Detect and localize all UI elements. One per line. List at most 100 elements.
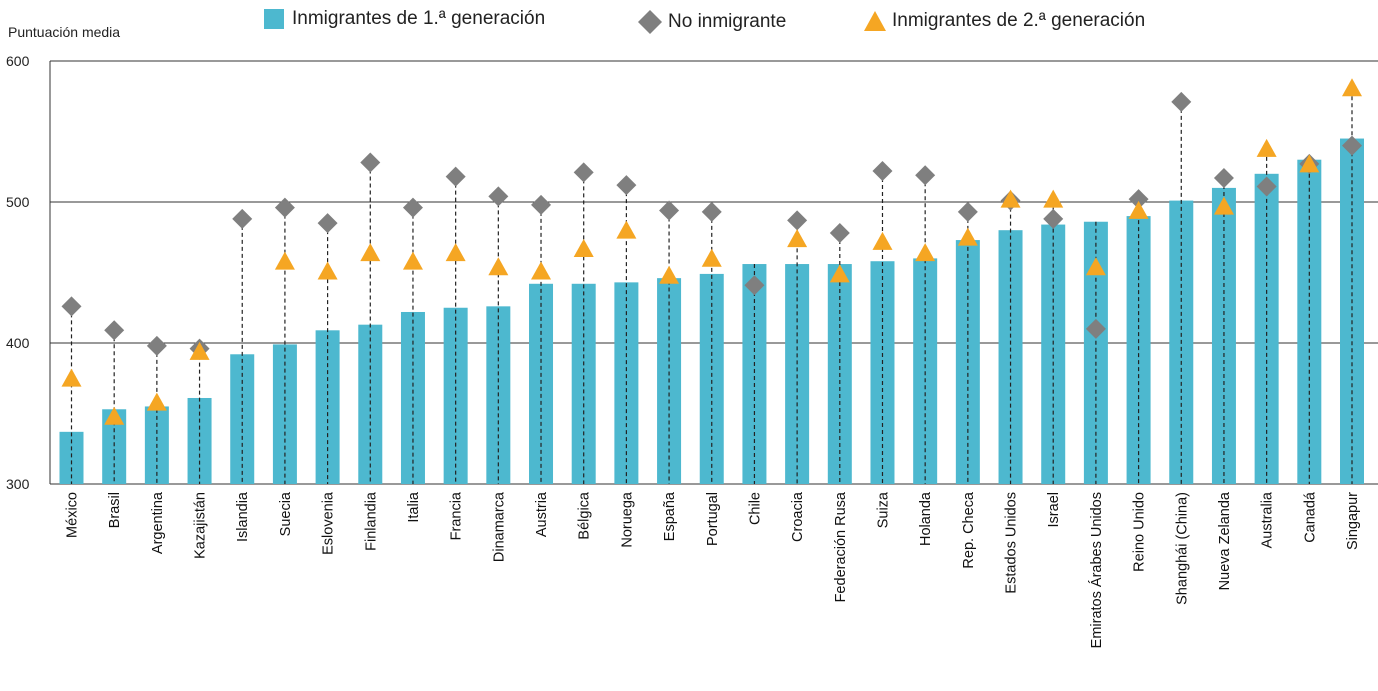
- diamond-point: [915, 165, 936, 186]
- triangle-point: [488, 257, 509, 276]
- diamond-point: [61, 296, 82, 317]
- triangle-point: [1128, 200, 1149, 219]
- legend-label-first-gen: Inmigrantes de 1.ª generación: [292, 8, 546, 29]
- x-tick-label: Argentina: [150, 491, 166, 554]
- triangle-point: [829, 264, 850, 283]
- diamond-point: [146, 335, 167, 356]
- diamond-point: [744, 275, 765, 296]
- x-tick-label: España: [662, 491, 678, 541]
- x-tick-label: Chile: [747, 492, 763, 525]
- y-tick-label: 300: [6, 476, 30, 492]
- diamond-point: [232, 208, 253, 229]
- diamond-point: [1043, 208, 1064, 229]
- triangle-point: [1213, 196, 1234, 215]
- triangle-point: [531, 261, 552, 280]
- legend-item-non-immigrant: No inmigrante: [636, 8, 786, 36]
- legend-item-first-gen: Inmigrantes de 1.ª generación: [264, 8, 545, 30]
- triangle-point: [360, 243, 381, 262]
- triangle-point: [1256, 138, 1277, 157]
- x-tick-label: Islandia: [235, 491, 251, 542]
- diamond-point: [1085, 318, 1106, 339]
- x-tick-label: Nueva Zelanda: [1217, 491, 1233, 590]
- x-tick-label: Israel: [1046, 492, 1062, 527]
- diamond-point: [488, 186, 509, 207]
- triangle-point: [1342, 78, 1362, 97]
- y-tick-label: 600: [6, 53, 30, 69]
- triangle-point: [1043, 189, 1064, 208]
- triangle-point: [573, 238, 594, 257]
- triangle-point: [1299, 154, 1320, 173]
- diamond-point: [616, 175, 637, 196]
- triangle-point: [402, 251, 423, 270]
- triangle-point: [104, 406, 125, 425]
- diamond-point: [1342, 135, 1362, 156]
- triangle-point: [787, 229, 808, 248]
- triangle-point: [189, 341, 210, 360]
- diamond-point: [872, 160, 893, 181]
- x-tick-label: Federación Rusa: [833, 491, 849, 602]
- y-tick-label: 400: [6, 335, 30, 351]
- y-axis-title: Puntuación media: [8, 24, 121, 40]
- diamond-point: [402, 197, 423, 218]
- diamond-point: [104, 320, 125, 341]
- triangle-point: [659, 265, 680, 284]
- diamond-point: [659, 200, 680, 221]
- x-tick-label: Kazajistán: [193, 492, 209, 559]
- x-tick-label: Eslovenia: [321, 491, 337, 555]
- diamond-point: [274, 197, 295, 218]
- x-tick-label: Suiza: [875, 491, 891, 528]
- diamond-point: [787, 210, 808, 231]
- triangle-point: [274, 251, 295, 270]
- diamond-point: [957, 201, 978, 222]
- legend-label-second-gen: Inmigrantes de 2.ª generación: [892, 10, 1146, 31]
- diamond-point: [1213, 168, 1234, 189]
- diamond-point: [829, 223, 850, 244]
- x-tick-label: Rep. Checa: [961, 491, 977, 569]
- diamond-point: [360, 152, 381, 173]
- triangle-point: [317, 261, 338, 280]
- bar: [742, 264, 767, 484]
- x-tick-label: Brasil: [107, 492, 123, 528]
- x-tick-label: Australia: [1260, 491, 1276, 548]
- x-tick-label: Dinamarca: [491, 491, 507, 562]
- legend-label-non-immigrant: No inmigrante: [668, 11, 787, 32]
- x-tick-label: Portugal: [705, 492, 721, 546]
- triangle-point: [61, 368, 82, 387]
- triangle-point: [1085, 257, 1106, 276]
- triangle-point: [146, 392, 167, 411]
- bar: [870, 261, 895, 484]
- triangle-point: [872, 231, 893, 250]
- x-tick-label: Italia: [406, 491, 422, 523]
- bar: [785, 264, 810, 484]
- x-tick-label: México: [65, 492, 81, 538]
- diamond-point: [1128, 189, 1149, 210]
- triangle-point: [957, 227, 978, 246]
- triangle-point: [616, 220, 637, 239]
- x-tick-label: Emiratos Árabes Unidos: [1088, 492, 1105, 648]
- diamond-point: [1171, 91, 1192, 112]
- x-tick-label: Suecia: [278, 491, 294, 536]
- diamond-point: [1256, 176, 1277, 197]
- bar: [1041, 224, 1066, 484]
- triangle-point: [915, 243, 936, 262]
- triangle-point: [445, 243, 466, 262]
- x-tick-label: Bélgica: [577, 491, 593, 539]
- diamond-point: [317, 213, 338, 234]
- y-tick-label: 500: [6, 194, 30, 210]
- bar: [699, 273, 724, 484]
- x-tick-label: Francia: [449, 491, 465, 540]
- legend-item-second-gen: Inmigrantes de 2.ª generación: [862, 8, 1145, 34]
- x-tick-label: Austria: [534, 491, 550, 537]
- diamond-point: [531, 194, 552, 215]
- x-tick-label: Singapur: [1345, 492, 1361, 550]
- x-tick-label: Estados Unidos: [1004, 492, 1020, 594]
- x-tick-label: Croacia: [790, 491, 806, 542]
- legend-swatch-triangle: [864, 11, 886, 31]
- diamond-point: [573, 162, 594, 183]
- triangle-point: [1000, 189, 1021, 208]
- triangle-point: [701, 248, 722, 267]
- legend-swatch-diamond: [638, 10, 662, 34]
- x-tick-label: Holanda: [918, 491, 934, 546]
- x-tick-label: Canadá: [1302, 491, 1318, 543]
